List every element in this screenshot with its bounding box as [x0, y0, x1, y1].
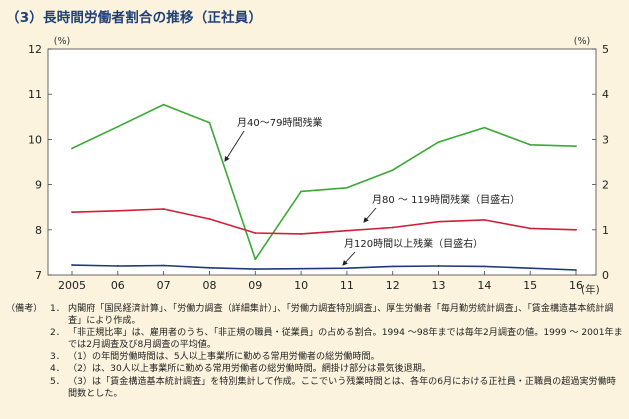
left-axis-tick-label: 7	[35, 269, 42, 282]
data-point	[116, 125, 119, 128]
note-text: （1）の年間労働時間は、5人以上事業所に勤める常用労働者の総労働時間。	[68, 352, 380, 363]
note-item: 5． （3）は「賃金構造基本統計調査」を特別集計して作成。ここでいう残業時間とは…	[6, 376, 624, 400]
plot-area	[47, 48, 597, 276]
note-item: 2． 「非正規比率」は、雇用者のうち、「非正規の職員・従業員」の占める割合。19…	[6, 327, 624, 351]
right-axis-tick-label: 0	[602, 269, 609, 282]
data-point	[162, 208, 165, 210]
series-line-3	[71, 264, 577, 271]
left-axis-tick-label: 11	[28, 88, 42, 101]
series-arrow-40-79	[224, 130, 245, 162]
series-line-1	[71, 103, 577, 261]
data-point	[254, 268, 257, 271]
series-arrow-80-119	[363, 207, 377, 223]
note-item: 4． （2）は、30人以上事業所に勤める常用労働者の総労働時間。網掛け部分は景気…	[6, 363, 624, 375]
series-label-40-79: 月40～79時間残業	[237, 116, 322, 129]
data-point	[483, 265, 486, 268]
note-number: 5．	[50, 376, 65, 387]
note-number: 3．	[50, 352, 65, 363]
x-axis-tick-label: 13	[432, 279, 446, 292]
right-axis-tick-label: 4	[602, 88, 609, 101]
data-point	[529, 143, 532, 146]
x-axis-tick-label: 11	[340, 279, 354, 292]
x-axis-tick-label: 2005	[58, 279, 86, 292]
data-point	[208, 218, 211, 220]
data-point	[575, 269, 577, 271]
x-axis-tick-label: 08	[202, 279, 216, 292]
notes-block: （備考） 1． 内閣府「国民経済計算」、「労働力調査（詳細集計）」、「労働力調査…	[6, 303, 624, 400]
data-point	[208, 121, 211, 124]
series-line-2	[71, 208, 577, 235]
right-axis-tick-label: 3	[602, 133, 609, 146]
note-number: 1．	[50, 304, 65, 314]
data-point	[346, 267, 348, 270]
data-point	[116, 209, 119, 212]
note-text: 「非正規比率」は、雇用者のうち、「非正規の職員・従業員」の占める割合。1994 …	[68, 328, 623, 351]
data-point	[483, 218, 486, 221]
data-point	[529, 267, 532, 270]
data-point	[300, 190, 302, 193]
note-text: （2）は、30人以上事業所に勤める常用労働者の総労働時間。網掛け部分は景気後退期…	[68, 364, 431, 375]
data-point	[437, 141, 440, 144]
x-axis-tick-label: 15	[523, 279, 537, 292]
data-point	[391, 226, 394, 229]
note-item: （備考） 1． 内閣府「国民経済計算」、「労働力調査（詳細集計）」、「労働力調査…	[6, 303, 624, 327]
data-point	[162, 103, 165, 106]
x-axis-tick-label: 06	[111, 279, 125, 292]
note-item: 3． （1）の年間労働時間は、5人以上事業所に勤める常用労働者の総労働時間。	[6, 351, 624, 363]
left-axis-tick-label: 8	[35, 224, 42, 237]
data-point	[483, 126, 486, 129]
x-axis-tick-label: 12	[386, 279, 400, 292]
x-axis-unit: (年)	[581, 283, 600, 296]
data-point	[254, 232, 257, 234]
data-point	[391, 169, 394, 172]
series-annotations: 月40～79時間残業 月80 ～ 119時間残業（目盛右） 月120時間以上残業…	[224, 116, 520, 266]
data-point	[208, 266, 211, 269]
right-axis-tick-label: 5	[602, 43, 609, 56]
left-axis-tick-label: 9	[35, 179, 42, 192]
note-text: 内閣府「国民経済計算」、「労働力調査（詳細集計）」、「労働力調査特別調査」、厚生…	[68, 304, 614, 327]
right-axis-unit: (%)	[574, 36, 590, 47]
note-number: 2．	[50, 328, 65, 339]
data-point	[254, 258, 257, 261]
data-point	[575, 145, 577, 148]
data-point	[300, 267, 302, 270]
data-point	[529, 227, 532, 230]
series-label-80-119: 月80 ～ 119時間残業（目盛右）	[372, 193, 520, 206]
x-axis-tick-label: 10	[294, 279, 308, 292]
data-point	[437, 265, 440, 267]
data-point	[437, 220, 440, 223]
left-axis: 7 8 9 10 11 12	[28, 43, 52, 282]
x-axis: 2005 06 07 08 09 10 11 12 13 14 15 16	[58, 271, 583, 292]
data-point	[71, 147, 73, 150]
data-point	[575, 228, 577, 231]
right-axis: 0 1 2 3 4 5	[592, 43, 609, 282]
data-point	[116, 265, 119, 267]
data-point	[300, 232, 302, 235]
x-axis-tick-label: 16	[569, 279, 583, 292]
series-arrow-120	[342, 251, 356, 266]
data-point	[346, 229, 348, 232]
data-point	[391, 265, 394, 268]
right-axis-tick-label: 1	[602, 224, 609, 237]
chart-title: （3）長時間労働者割合の推移（正社員）	[6, 10, 263, 26]
left-axis-tick-label: 12	[28, 43, 42, 56]
x-axis-tick-label: 07	[157, 279, 171, 292]
data-point	[162, 264, 165, 267]
data-point	[346, 186, 348, 189]
left-axis-unit: (%)	[54, 36, 70, 47]
data-point	[71, 264, 73, 266]
note-text: （3）は「賃金構造基本統計調査」を特別集計して作成。ここでいう残業時間とは、各年…	[68, 376, 616, 399]
x-axis-tick-label: 09	[248, 279, 262, 292]
left-axis-tick-label: 10	[28, 133, 42, 146]
series-label-120: 月120時間以上残業（目盛右）	[344, 237, 483, 250]
data-point	[71, 211, 73, 214]
x-axis-tick-label: 14	[477, 279, 491, 292]
right-axis-tick-label: 2	[602, 179, 609, 192]
notes-label: （備考）	[6, 304, 43, 314]
note-number: 4．	[50, 364, 65, 375]
